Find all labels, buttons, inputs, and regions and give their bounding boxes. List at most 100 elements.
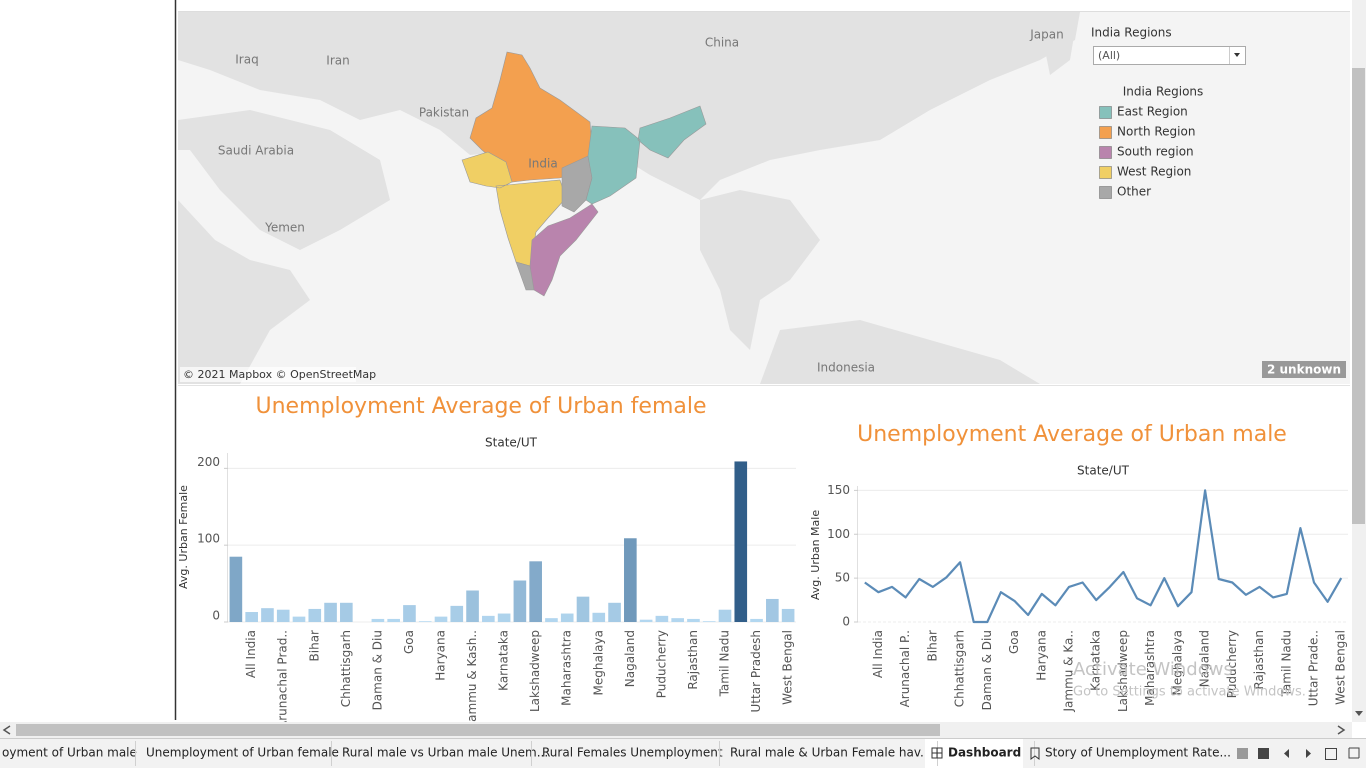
bar[interactable] [292,616,306,622]
sheet-tab[interactable]: oyment of Urban male [2,746,137,760]
bar[interactable] [403,605,416,622]
x-tick-label: Goa [402,630,416,654]
region-east[interactable] [585,105,707,205]
unknown-label: 2 unknown [1267,363,1341,377]
bar[interactable] [245,612,258,622]
legend-label[interactable]: South region [1117,145,1194,159]
sheet-tab[interactable]: Story of Unemployment Rate... [1045,746,1231,760]
filter-title: India Regions [1091,26,1172,40]
bar[interactable] [450,605,464,622]
bar[interactable] [497,613,511,622]
map-attribution[interactable]: © 2021 Mapbox © OpenStreetMap [183,368,376,381]
map[interactable]: Iraq Iran China Japan Pakistan Saudi Ara… [178,12,1350,384]
bar[interactable] [513,580,527,622]
legend-label[interactable]: North Region [1117,125,1195,139]
bar[interactable] [276,609,290,622]
bar[interactable] [529,561,542,622]
bar[interactable] [261,608,274,622]
fit-icon[interactable] [1348,747,1360,759]
x-tick-label: Arunachal Prad.. [276,630,290,729]
bar[interactable] [766,598,779,622]
fullscreen-icon[interactable] [1325,748,1337,760]
legend-swatch[interactable] [1099,146,1112,159]
y-tick-label: 0 [842,615,850,629]
sheet-tab[interactable]: Rural Females Unemployment [542,746,723,760]
bar[interactable] [560,613,574,622]
bar[interactable] [466,590,479,622]
scroll-left-arrow[interactable] [2,725,11,735]
x-tick-label: Bihar [307,630,321,662]
sheet-tab[interactable]: Dashboard [948,746,1021,760]
story-icon [1030,747,1040,760]
legend-label[interactable]: East Region [1117,105,1188,119]
sheet-tab[interactable]: Rural male & Urban Female hav... [730,746,931,760]
bar[interactable] [671,618,684,622]
bar[interactable] [229,556,243,622]
legend-swatch[interactable] [1099,106,1112,119]
bar[interactable] [324,602,337,622]
x-tick-label: West Bengal [1334,630,1348,705]
bar[interactable] [308,608,322,622]
y-tick-label: 150 [827,483,850,497]
map-land-africa [178,200,310,384]
legend: East Region North Region South region West … [1099,105,1195,199]
bar[interactable] [781,608,795,622]
watermark-title: Activate Windows [1073,659,1233,680]
bar[interactable] [340,602,353,622]
dropdown-arrow [1234,53,1240,57]
region-south[interactable] [529,203,599,297]
legend-label[interactable]: West Region [1117,165,1191,179]
line-series[interactable] [864,489,1343,624]
sheet-tab[interactable]: Unemployment of Urban female [146,746,339,760]
x-tick-label: Haryana [1034,630,1048,681]
bar[interactable] [734,461,748,622]
scroll-down-arrow[interactable] [1355,711,1363,716]
view-icon[interactable] [1237,748,1248,759]
x-tick-label: Karnataka [497,630,511,691]
bar[interactable] [592,612,606,622]
bar[interactable] [482,615,495,622]
bar[interactable] [702,621,716,622]
legend-swatch[interactable] [1099,186,1112,199]
bar[interactable] [418,621,432,622]
sheet-tab[interactable]: Rural male vs Urban male Unem... [342,746,548,760]
x-tick-label: Bihar [925,630,939,662]
chart-title: Unemployment Average of Urban male [857,422,1287,447]
bar[interactable] [371,618,385,622]
bar[interactable] [639,619,653,622]
scroll-right-arrow[interactable] [1337,725,1346,735]
region-north[interactable] [469,51,593,183]
x-tick-label: Lakshadweep [1116,630,1130,712]
legend-swatch[interactable] [1099,126,1112,139]
filter-dropdown[interactable] [1093,46,1246,65]
bar[interactable] [687,618,700,622]
x-tick-label: Daman & Diu [370,630,384,710]
unknown-badge[interactable] [1262,361,1346,378]
bar[interactable] [576,596,590,622]
legend-swatch[interactable] [1099,166,1112,179]
bar[interactable] [434,616,448,622]
axis-header: State/UT [1077,464,1130,478]
horizontal-scroll-thumb[interactable] [16,724,940,736]
map-label: India [528,157,557,171]
map-label: Pakistan [419,106,469,120]
x-tick-label: Jammu & Kash.. [465,630,479,726]
bar[interactable] [624,538,637,622]
bar[interactable] [545,618,558,622]
x-tick-label: Uttar Pradesh [749,630,763,712]
bar[interactable] [750,618,763,622]
bar[interactable] [718,609,732,622]
bar[interactable] [608,602,621,622]
vertical-scroll-thumb[interactable] [1352,68,1365,524]
legend-label[interactable]: Other [1117,185,1151,199]
x-tick-label: Lakshadweep [528,630,542,712]
map-land-asia [178,12,1080,200]
bar[interactable] [387,618,400,622]
y-tick-label: 100 [827,527,850,541]
prev-sheet[interactable] [1284,749,1289,758]
bar[interactable] [655,615,669,622]
view-icon[interactable] [1258,748,1269,759]
x-tick-label: Rajasthan [1252,630,1266,690]
next-sheet[interactable] [1306,749,1311,758]
